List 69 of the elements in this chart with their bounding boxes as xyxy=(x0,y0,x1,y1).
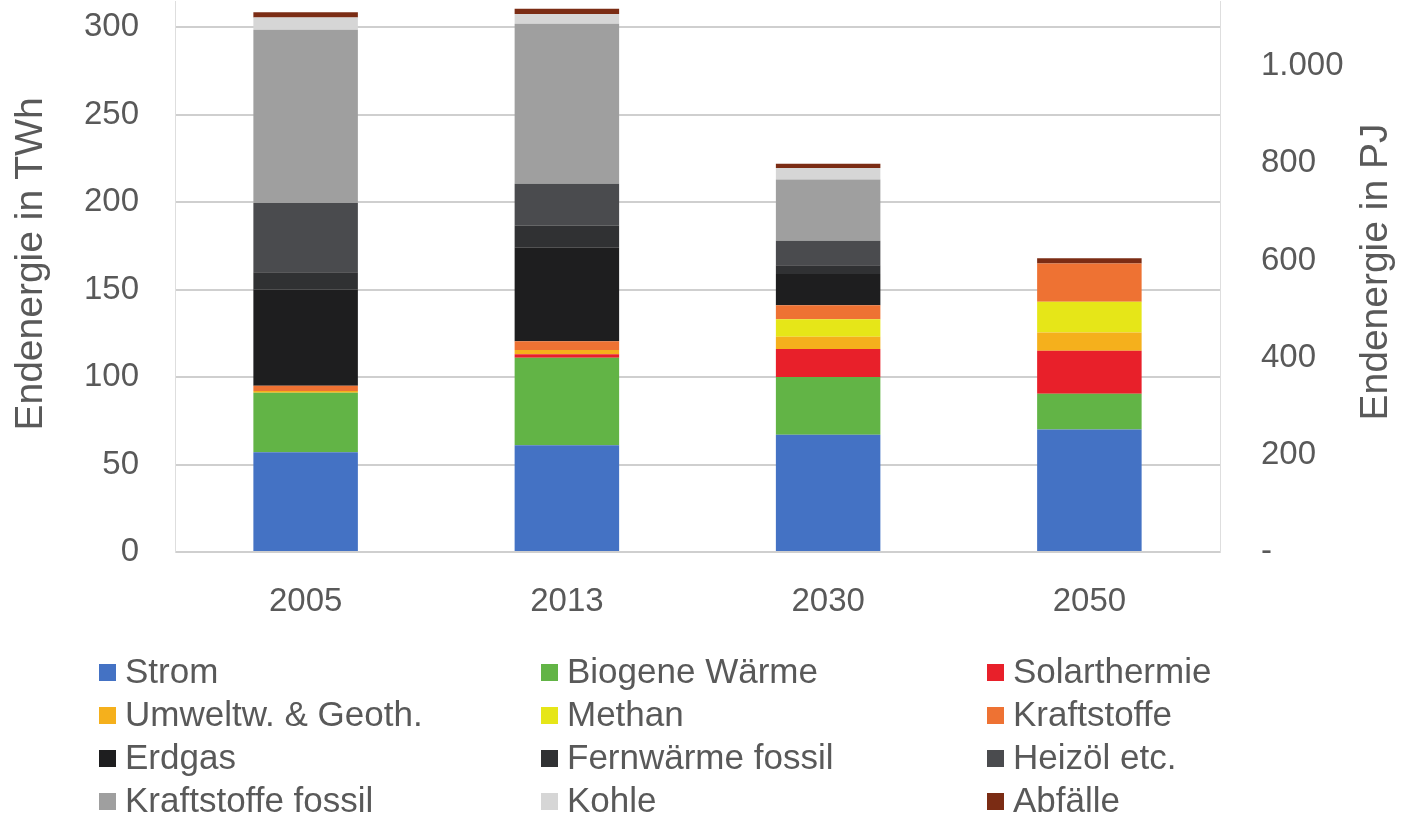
bar xyxy=(253,203,358,273)
bar xyxy=(514,354,620,358)
legend-label: Heizöl etc. xyxy=(1013,736,1177,776)
y-tick-label: 300 xyxy=(83,6,139,44)
y2-tick-label: 1.000 xyxy=(1261,45,1344,83)
y2-tick-label: 600 xyxy=(1261,239,1317,277)
legend-label: Strom xyxy=(125,650,219,690)
x-tick-label: 2005 xyxy=(268,580,343,618)
y-tick-label: 0 xyxy=(120,531,139,569)
bar xyxy=(514,8,620,15)
bar xyxy=(1037,258,1142,264)
bar xyxy=(514,445,620,551)
bar xyxy=(775,265,881,274)
bar xyxy=(775,336,881,350)
bar xyxy=(1037,393,1142,430)
legend-label: Biogene Wärme xyxy=(567,650,818,690)
y2-tick-label: 800 xyxy=(1261,142,1317,180)
bar xyxy=(514,23,620,184)
legend-label: Erdgas xyxy=(125,736,236,776)
bar xyxy=(514,247,620,342)
bar xyxy=(253,385,358,392)
y-tick-label: 200 xyxy=(83,181,139,219)
y2-tick-label: 200 xyxy=(1261,433,1317,471)
legend-label: Umweltw. & Geoth. xyxy=(125,693,423,733)
x-tick-label: 2013 xyxy=(530,580,604,618)
bar xyxy=(253,12,358,18)
bar xyxy=(775,305,881,320)
y-tick-label: 100 xyxy=(83,356,139,394)
bar xyxy=(775,179,881,241)
bar xyxy=(775,319,881,337)
bar xyxy=(514,349,620,355)
bar xyxy=(775,163,881,169)
y-tick-label: 50 xyxy=(102,443,139,481)
bar xyxy=(253,29,358,204)
bar xyxy=(775,434,881,551)
bar xyxy=(1037,332,1142,351)
legend-label: Kraftstoffe fossil xyxy=(125,779,374,817)
bar xyxy=(1037,350,1142,394)
y2-tick-label: - xyxy=(1261,531,1272,569)
legend-label: Solarthermie xyxy=(1013,650,1212,690)
x-tick-label: 2050 xyxy=(1052,580,1127,618)
bar xyxy=(775,240,881,266)
bar xyxy=(253,452,358,551)
bar xyxy=(253,289,358,386)
bar xyxy=(514,357,620,446)
y-axis-title: Endenergie in TWh xyxy=(6,97,50,431)
y2-axis-title: Endenergie in PJ xyxy=(1351,123,1395,421)
bar xyxy=(775,168,881,180)
bar xyxy=(775,377,881,435)
bar xyxy=(514,341,620,350)
bar xyxy=(514,183,620,226)
bar xyxy=(775,349,881,378)
legend-label: Kohle xyxy=(567,779,657,817)
legend-label: Abfälle xyxy=(1013,779,1121,817)
bar xyxy=(253,392,358,453)
y-tick-label: 250 xyxy=(83,93,139,131)
bar xyxy=(253,272,358,290)
x-tick-label: 2030 xyxy=(791,580,865,618)
y-tick-label: 150 xyxy=(83,268,139,306)
legend-label: Methan xyxy=(567,693,684,733)
bar xyxy=(1037,263,1142,302)
bar xyxy=(514,225,620,248)
legend-label: Fernwärme fossil xyxy=(567,736,834,776)
bar xyxy=(514,14,620,24)
bar xyxy=(775,273,881,306)
bar xyxy=(1037,301,1142,333)
y2-tick-label: 400 xyxy=(1261,336,1317,374)
bar xyxy=(1037,429,1142,551)
legend-label: Kraftstoffe xyxy=(1013,693,1172,733)
